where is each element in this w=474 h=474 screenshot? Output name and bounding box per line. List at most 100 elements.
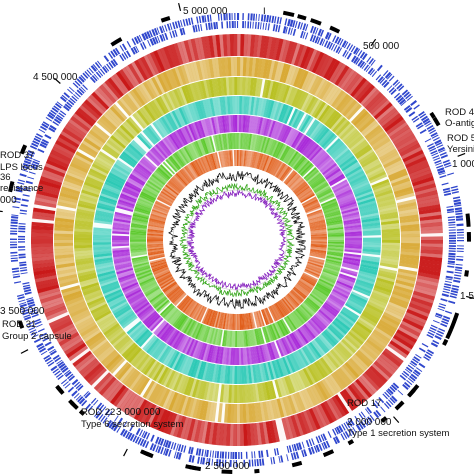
comparison-ring-6-segment <box>251 134 256 151</box>
comparison-ring-5-segment <box>170 331 182 348</box>
cds-feature <box>407 364 415 370</box>
cds-feature <box>82 72 89 79</box>
comparison-ring-2-segment <box>268 400 276 420</box>
comparison-ring-2-segment <box>254 58 260 78</box>
comparison-ring-6-segment <box>196 140 205 156</box>
comparison-ring-5-segment <box>144 312 159 326</box>
cds-feature <box>110 50 116 58</box>
cds-feature <box>357 59 364 67</box>
comparison-ring-3-segment <box>249 384 255 403</box>
cds-feature <box>359 61 366 68</box>
cds-feature <box>143 32 149 40</box>
cds-feature <box>319 38 324 46</box>
comparison-ring-7-segment <box>293 286 307 298</box>
cds-feature <box>419 113 427 119</box>
comparison-ring-3-segment <box>78 197 97 205</box>
cds-feature <box>200 457 203 465</box>
comparison-ring-2-segment <box>124 93 139 111</box>
cds-feature <box>15 186 24 190</box>
comparison-ring-2-segment <box>114 101 130 119</box>
comparison-ring-3-segment <box>274 379 282 398</box>
reference-circle <box>186 189 288 291</box>
comparison-ring-6-segment <box>190 142 199 159</box>
cds-feature <box>447 265 455 268</box>
comparison-ring-7-segment <box>162 188 177 199</box>
comparison-ring-6-segment <box>311 178 326 190</box>
comparison-ring-7-segment <box>151 209 168 216</box>
comparison-ring-4-segment <box>334 317 351 331</box>
comparison-ring-4-segment <box>95 212 114 219</box>
comparison-ring-1-segment <box>204 35 212 59</box>
cds-feature <box>360 411 366 418</box>
comparison-ring-3-segment <box>379 211 399 218</box>
comparison-ring-2-segment <box>140 83 153 101</box>
comparison-ring-6-segment <box>165 307 178 321</box>
comparison-ring-7-segment <box>235 313 237 330</box>
comparison-ring-7-segment <box>206 154 213 171</box>
cds-feature <box>31 334 39 339</box>
comparison-ring-3-segment <box>274 82 283 101</box>
comparison-ring-7-segment <box>246 150 250 167</box>
cds-feature <box>112 49 119 56</box>
comparison-ring-4-segment <box>348 297 366 308</box>
comparison-ring-2-segment <box>189 398 198 418</box>
comparison-ring-1-segment <box>402 149 424 163</box>
comparison-ring-6-segment <box>195 323 203 340</box>
cds-feature <box>266 15 270 23</box>
comparison-ring-1-segment <box>169 413 181 436</box>
cds-feature <box>254 21 257 29</box>
comparison-ring-7-segment <box>148 254 165 259</box>
comparison-ring-5-segment <box>118 199 135 207</box>
cds-feature <box>397 389 404 396</box>
cds-feature <box>378 396 385 404</box>
comparison-ring-7-segment <box>309 254 326 259</box>
comparison-ring-5-segment <box>163 137 176 153</box>
cds-feature <box>288 445 292 453</box>
comparison-ring-2-segment <box>284 65 294 85</box>
comparison-ring-1-segment <box>156 48 169 71</box>
cds-feature <box>100 415 106 423</box>
comparison-ring-2-segment <box>87 333 105 348</box>
comparison-ring-5-segment <box>277 339 286 356</box>
cds-feature <box>298 442 303 450</box>
comparison-ring-7-segment <box>284 295 297 309</box>
rod-31-name: ROD 31 <box>2 319 37 330</box>
comparison-ring-5-segment <box>228 347 232 365</box>
cds-feature <box>32 140 40 145</box>
comparison-ring-3-segment <box>75 214 94 220</box>
cds-feature <box>447 216 455 219</box>
comparison-ring-1-segment <box>197 37 206 60</box>
comparison-ring-3-segment <box>337 342 353 358</box>
comparison-ring-7-segment <box>265 157 274 173</box>
comparison-ring-1-segment <box>166 45 178 68</box>
comparison-ring-2-segment <box>88 336 107 351</box>
comparison-ring-5-segment <box>343 255 361 260</box>
comparison-ring-3-segment <box>295 91 307 109</box>
comparison-ring-1-segment <box>31 221 54 228</box>
comparison-ring-3-segment <box>276 378 285 397</box>
comparison-ring-5-segment <box>294 330 306 347</box>
comparison-ring-6-segment <box>326 255 343 261</box>
cds-feature <box>88 67 94 74</box>
comparison-ring-6-segment <box>314 286 329 297</box>
comparison-ring-4-segment <box>126 320 142 335</box>
comparison-ring-2-segment <box>393 186 413 195</box>
comparison-ring-4-segment <box>128 143 144 158</box>
comparison-ring-6-segment <box>193 323 202 339</box>
comparison-ring-4-segment <box>362 242 381 246</box>
comparison-ring-1-segment <box>45 308 68 321</box>
cds-feature <box>417 124 424 130</box>
comparison-ring-1-segment <box>381 350 402 367</box>
comparison-ring-1-segment <box>101 82 119 102</box>
cds-feature <box>421 115 428 122</box>
comparison-ring-1-segment <box>393 130 414 146</box>
cds-feature <box>49 348 56 354</box>
comparison-ring-2-segment <box>208 401 215 422</box>
comparison-ring-5-segment <box>310 148 324 163</box>
comparison-ring-3-segment <box>378 270 397 277</box>
comparison-ring-6-segment <box>272 141 281 157</box>
cds-feature <box>91 75 98 82</box>
cds-feature <box>12 275 21 279</box>
comparison-ring-7-segment <box>247 150 252 167</box>
comparison-ring-4-segment <box>307 120 320 137</box>
